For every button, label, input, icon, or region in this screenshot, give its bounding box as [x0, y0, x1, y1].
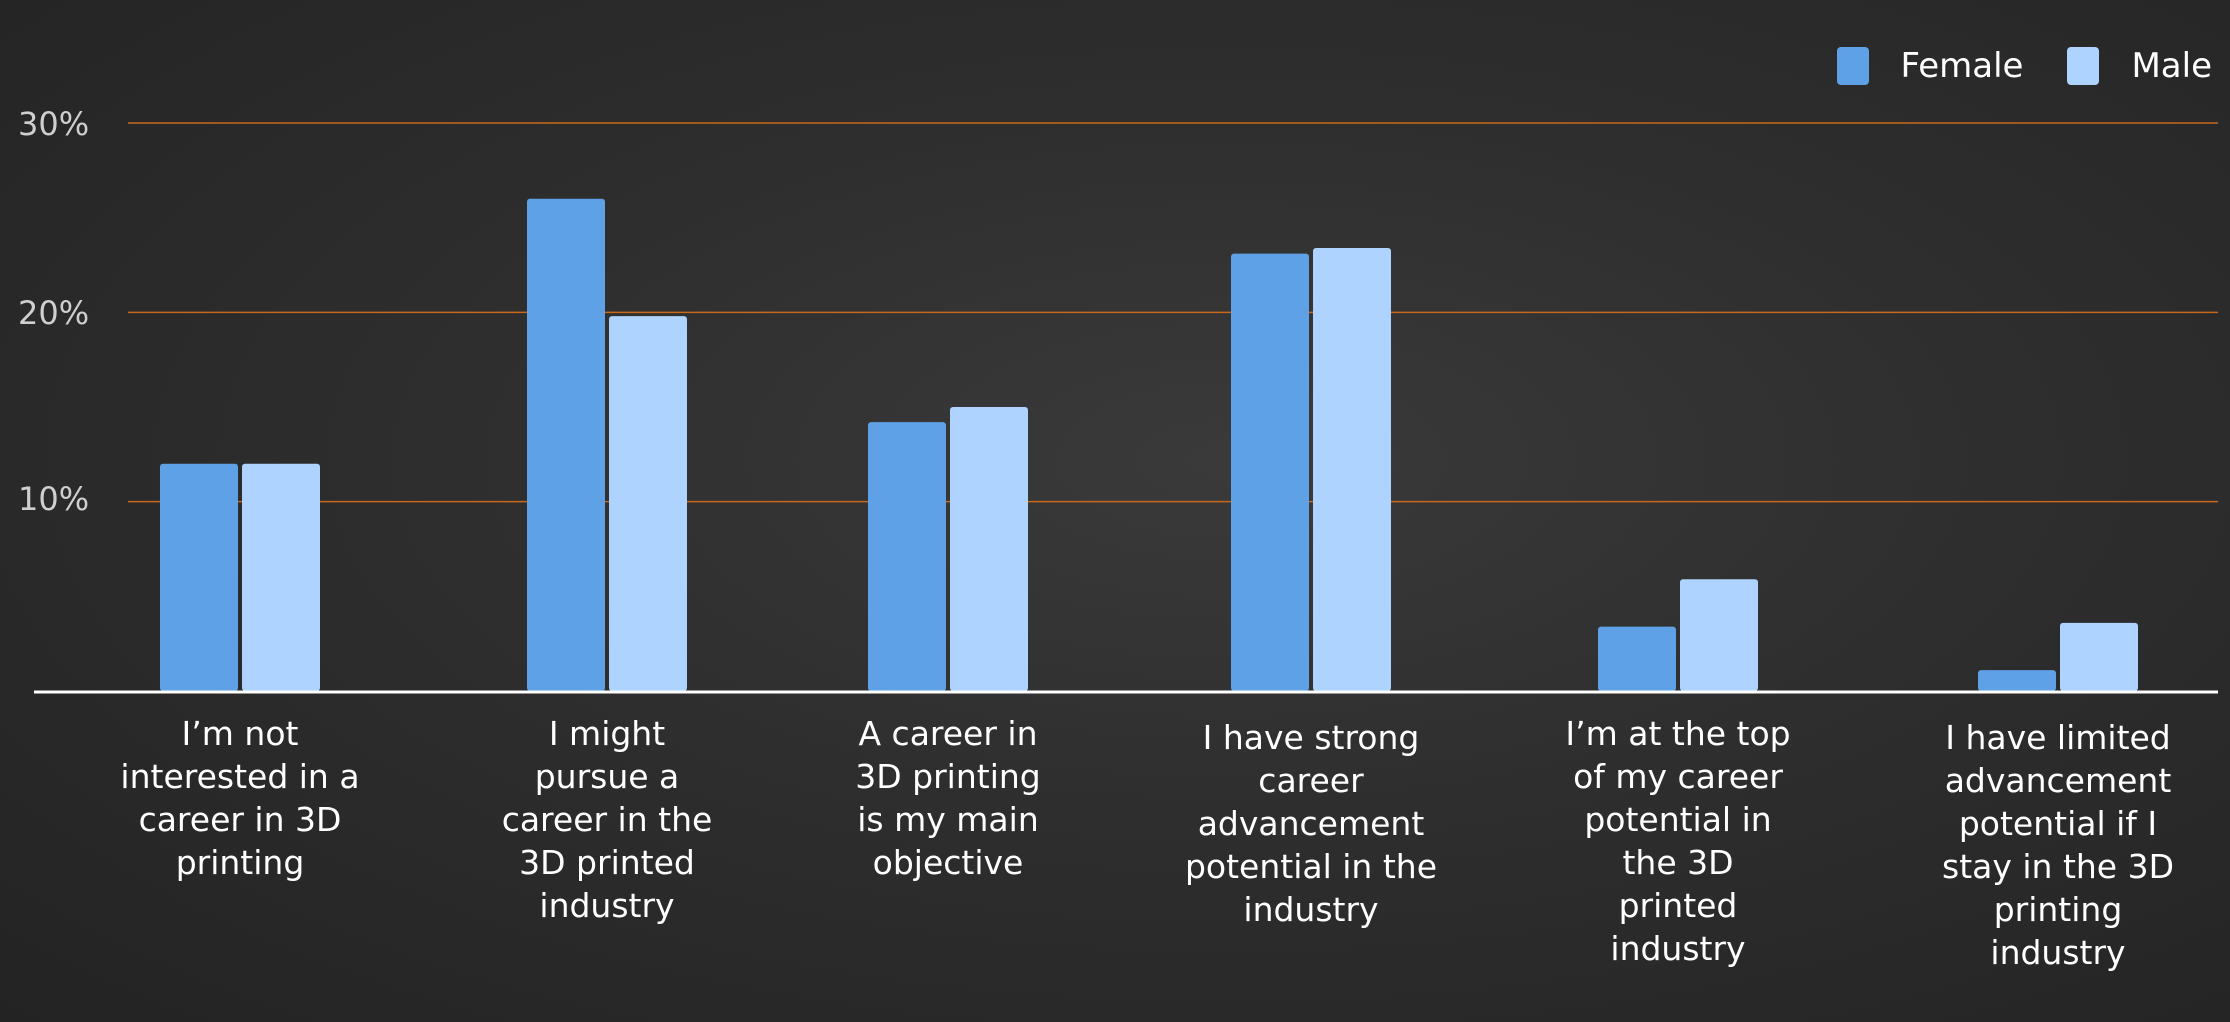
x-tick-label-0-line-2: career in 3D [138, 800, 342, 839]
legend-label-female: Female [1900, 46, 2024, 86]
bar-male-2 [950, 407, 1028, 691]
bar-female-2 [868, 422, 946, 691]
legend-item-female: Female [1836, 46, 2024, 86]
x-tick-label-4-line-5: industry [1610, 929, 1746, 968]
x-tick-label-1-line-2: career in the [501, 800, 713, 839]
x-tick-label-5-line-4: printing [1993, 890, 2123, 929]
x-tick-label-3-line-0: I have strong [1202, 718, 1420, 757]
legend-swatch-female [1836, 47, 1869, 85]
x-tick-label-4-line-4: printed [1618, 886, 1738, 925]
x-tick-label-2-line-1: 3D printing [855, 757, 1041, 796]
y-tick-label-10: 10% [18, 480, 90, 518]
x-tick-label-4: I’m at the top of my career potential in th… [1528, 712, 1828, 970]
x-tick-label-2-line-0: A career in [858, 714, 1038, 753]
legend-label-male: Male [2131, 46, 2212, 86]
x-tick-label-1: I might pursue a career in the 3D printed in… [457, 712, 757, 927]
bar-male-5 [2060, 622, 2138, 691]
x-tick-label-3-line-4: industry [1243, 890, 1379, 929]
x-tick-label-3-line-1: career [1258, 761, 1364, 800]
x-tick-label-4-line-2: potential in [1584, 800, 1772, 839]
legend-item-male: Male [2067, 46, 2212, 86]
x-tick-label-2-line-2: is my main [857, 800, 1039, 839]
x-tick-label-3-line-3: potential in the [1184, 847, 1437, 886]
x-tick-label-1-line-4: industry [539, 886, 675, 925]
y-tick-label-30: 30% [18, 105, 90, 143]
x-tick-label-2: A career in 3D printing is my main objectiv… [798, 712, 1098, 884]
x-tick-label-4-line-3: the 3D [1622, 843, 1734, 882]
x-tick-label-5-line-5: industry [1990, 933, 2126, 972]
x-tick-label-5-line-1: advancement [1944, 761, 2172, 800]
bar-male-1 [609, 316, 687, 691]
x-tick-label-0: I’m not interested in a career in 3D printi… [90, 712, 390, 884]
legend-swatch-male [2067, 47, 2100, 85]
x-tick-label-3-line-2: advancement [1197, 804, 1425, 843]
x-tick-label-2-line-3: objective [872, 843, 1024, 882]
x-tick-label-1-line-0: I might [548, 714, 666, 753]
x-tick-label-0-line-3: printing [175, 843, 305, 882]
x-tick-label-5-line-3: stay in the 3D [1942, 847, 2174, 886]
x-tick-label-5: I have limited advancement potential if I s… [1908, 716, 2208, 974]
x-tick-label-4-line-0: I’m at the top [1565, 714, 1791, 753]
bar-female-1 [527, 198, 605, 691]
x-tick-label-1-line-1: pursue a [534, 757, 680, 796]
x-tick-label-1-line-3: 3D printed [519, 843, 695, 882]
x-tick-label-3: I have strong career advancement potential … [1161, 716, 1461, 931]
x-tick-label-5-line-2: potential if I [1958, 804, 2158, 843]
bar-male-0 [242, 463, 320, 691]
x-tick-label-0-line-0: I’m not [181, 714, 299, 753]
x-tick-label-4-line-1: of my career [1573, 757, 1783, 796]
bar-female-3 [1231, 253, 1309, 691]
y-tick-label-20: 20% [18, 294, 90, 332]
bar-female-5 [1978, 670, 2056, 691]
bar-male-3 [1313, 247, 1391, 691]
legend: Female Male [1793, 46, 2212, 86]
bar-female-0 [160, 463, 238, 691]
bar-male-4 [1680, 579, 1758, 691]
x-tick-label-0-line-1: interested in a [120, 757, 360, 796]
x-tick-label-5-line-0: I have limited [1945, 718, 2171, 757]
bar-female-4 [1598, 626, 1676, 691]
